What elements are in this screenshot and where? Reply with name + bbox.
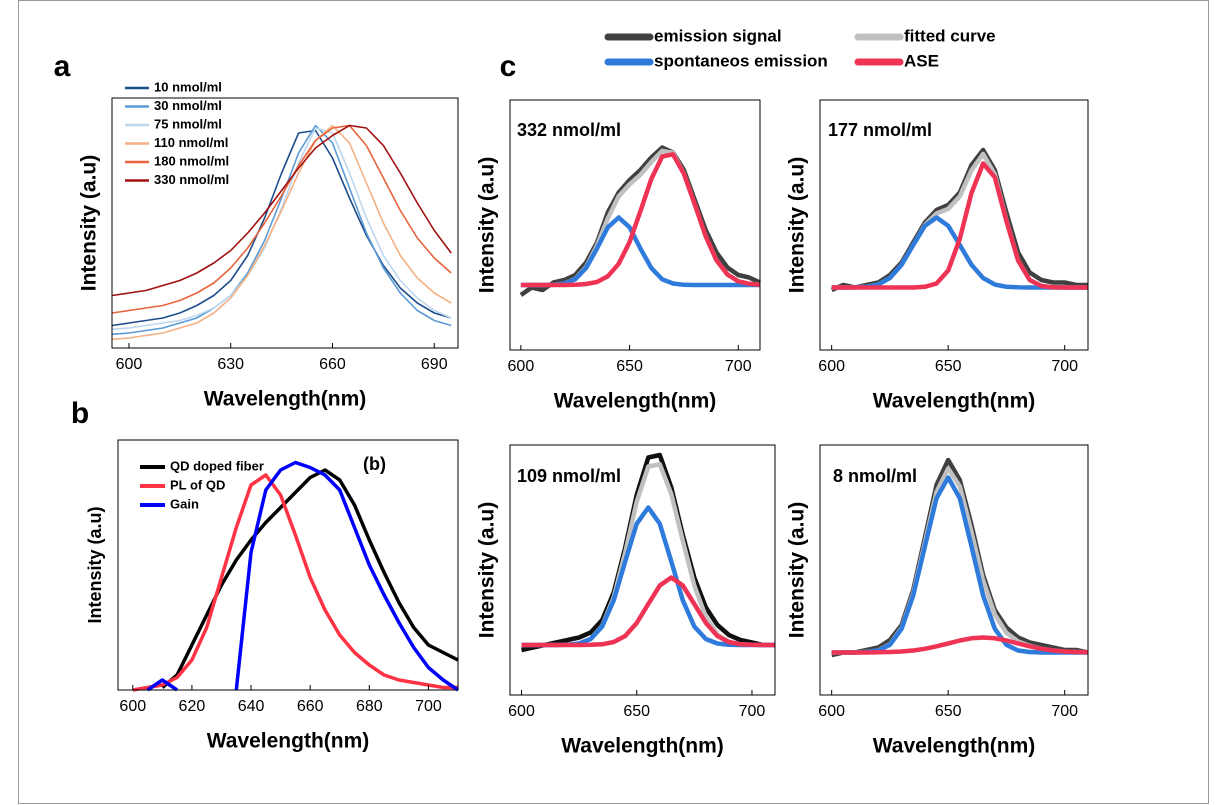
series-line	[521, 575, 775, 648]
plot-frame	[117, 439, 459, 691]
x-tick-label: 600	[818, 703, 845, 720]
x-tick-label: 630	[217, 356, 244, 373]
legend-label: 10 nmol/ml	[154, 79, 222, 94]
x-tick-label: 700	[739, 703, 766, 720]
x-axis-label: Wavelength(nm)	[207, 730, 370, 753]
panel-label: b	[71, 397, 89, 430]
plot-frame	[111, 97, 459, 349]
y-axis-label: Intensity (a.u)	[78, 155, 101, 292]
series-line	[520, 215, 760, 288]
x-axis-label: Wavelength(nm)	[561, 735, 724, 758]
series-line	[111, 124, 452, 341]
x-tick-label: 600	[119, 698, 146, 715]
series-line	[111, 124, 452, 297]
y-axis-label: Intensity (a.u)	[476, 157, 499, 294]
series-line	[831, 215, 1088, 290]
plot-frame	[509, 444, 776, 696]
x-tick-label: 700	[1051, 703, 1078, 720]
x-tick-label: 650	[623, 703, 650, 720]
plot-frame	[819, 99, 1089, 351]
x-tick-label: 600	[508, 703, 535, 720]
legend-label: fitted curve	[904, 26, 996, 45]
series-line	[111, 124, 452, 314]
series-line	[111, 124, 452, 336]
legend-label: 110 nmol/ml	[154, 135, 228, 150]
plot-frame	[819, 444, 1089, 696]
x-tick-label: 600	[818, 358, 845, 375]
legend-label: 75 nmol/ml	[154, 116, 222, 131]
legend-label: 330 nmol/ml	[154, 172, 229, 187]
series-line	[519, 145, 761, 297]
x-axis-label: Wavelength(nm)	[554, 390, 717, 413]
series-line	[831, 635, 1089, 655]
annotation: 332 nmol/ml	[517, 120, 621, 140]
y-axis-label: Intensity (a.u)	[476, 502, 499, 639]
x-tick-label: 640	[238, 698, 265, 715]
series-line	[830, 147, 1088, 293]
series-line	[520, 152, 761, 288]
legend-label: PL of QD	[170, 477, 225, 492]
series-line	[521, 462, 775, 648]
x-tick-label: 600	[508, 358, 535, 375]
plot-frame	[509, 99, 761, 351]
series-line	[831, 457, 1089, 658]
figure-border	[18, 0, 1209, 804]
annotation: (b)	[363, 454, 386, 474]
x-axis-label: Wavelength(nm)	[873, 390, 1036, 413]
x-axis-label: Wavelength(nm)	[204, 388, 367, 411]
x-axis-label: Wavelength(nm)	[873, 735, 1036, 758]
y-axis-label: Intensity (a.u)	[85, 506, 105, 623]
y-axis-label: Intensity (a.u)	[786, 157, 809, 294]
series-line	[111, 127, 452, 331]
y-axis-label: Intensity (a.u)	[786, 502, 809, 639]
legend-label: QD doped fiber	[170, 458, 264, 473]
annotation: 177 nmol/ml	[828, 120, 932, 140]
x-tick-label: 660	[319, 356, 346, 373]
x-tick-label: 650	[935, 703, 962, 720]
panel-label: a	[54, 50, 71, 83]
x-tick-label: 700	[415, 698, 442, 715]
x-tick-label: 680	[356, 698, 383, 715]
series-line	[521, 505, 775, 648]
series-line	[132, 473, 458, 692]
x-tick-label: 620	[179, 698, 206, 715]
series-line	[831, 475, 1088, 655]
series-line	[111, 129, 452, 327]
series-line	[146, 460, 459, 692]
legend-label: Gain	[170, 496, 199, 511]
series-line	[521, 452, 775, 653]
legend-label: ASE	[904, 51, 939, 70]
series-line	[831, 161, 1088, 290]
legend-label: 30 nmol/ml	[154, 98, 222, 113]
series-line	[831, 151, 1088, 290]
annotation: 109 nmol/ml	[517, 466, 621, 486]
legend-label: 180 nmol/ml	[154, 153, 229, 168]
x-tick-label: 700	[725, 358, 752, 375]
x-tick-label: 700	[1051, 358, 1078, 375]
x-tick-label: 660	[297, 698, 324, 715]
legend-label: emission signal	[654, 26, 782, 45]
panel-label: c	[500, 50, 517, 83]
legend-label: spontaneos emission	[654, 51, 828, 70]
x-tick-label: 650	[616, 358, 643, 375]
annotation: 8 nmol/ml	[833, 466, 917, 486]
x-tick-label: 650	[935, 358, 962, 375]
x-tick-label: 600	[116, 356, 143, 373]
x-tick-label: 690	[421, 356, 448, 373]
